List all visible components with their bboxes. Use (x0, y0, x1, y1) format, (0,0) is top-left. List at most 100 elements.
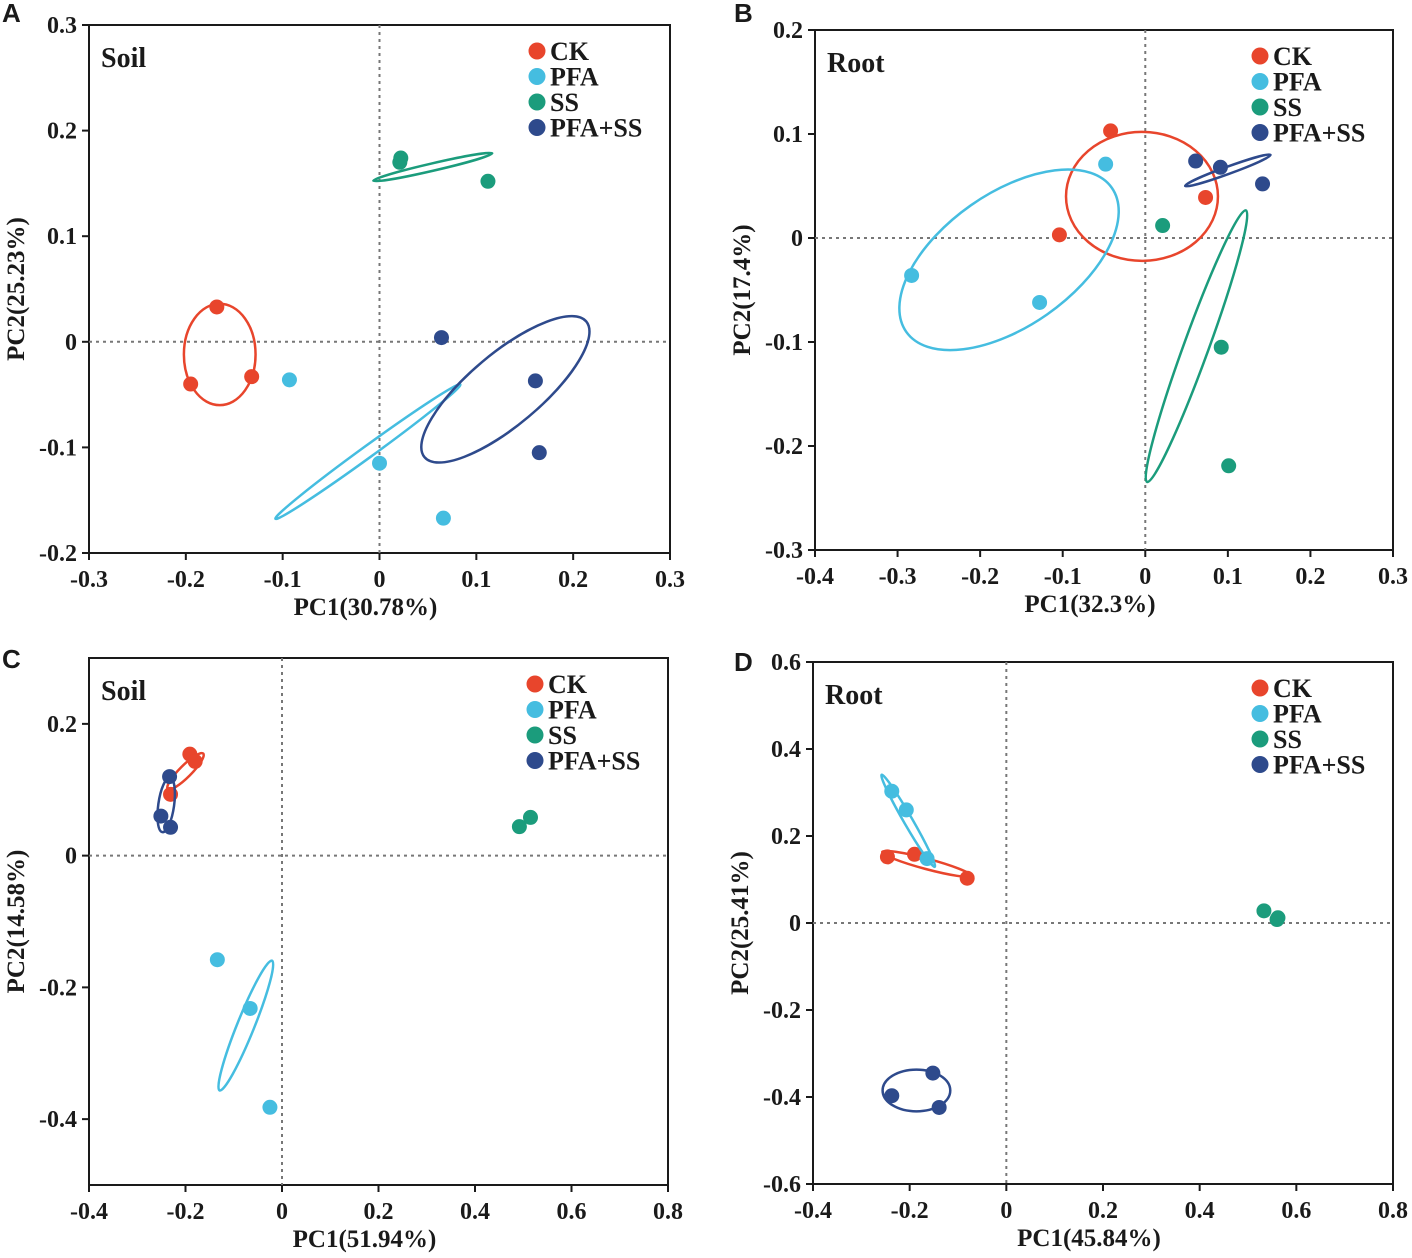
panel-title: Soil (101, 43, 146, 74)
legend-label: PFA (548, 696, 597, 725)
data-point (1032, 294, 1048, 310)
x-tick-label: -0.1 (264, 567, 302, 593)
data-point (1212, 159, 1228, 175)
data-point (209, 299, 225, 315)
legend-marker (1251, 47, 1269, 65)
legend-marker (1251, 679, 1269, 697)
data-point (1198, 189, 1214, 205)
series-pfa-plus-ss (420, 314, 591, 464)
panel-letter: D (734, 647, 753, 677)
legend-label: PFA (1273, 68, 1322, 97)
legend-label: CK (548, 670, 588, 699)
data-point (1051, 227, 1067, 243)
data-point (1188, 153, 1204, 169)
data-point (884, 783, 900, 799)
data-point (879, 849, 895, 865)
legend-label: SS (548, 721, 577, 750)
y-tick-label: 0 (65, 330, 77, 356)
x-tick-label: 0.2 (1295, 564, 1325, 590)
x-tick-label: 0.3 (1378, 564, 1408, 590)
y-tick-label: -0.4 (39, 1107, 77, 1133)
x-tick-label: 0.4 (460, 1199, 490, 1225)
data-point (183, 376, 199, 392)
x-axis-label: PC1(30.78%) (294, 594, 438, 621)
data-point (1213, 339, 1229, 355)
x-tick-label: 0.6 (1281, 1198, 1311, 1224)
y-tick-label: -0.2 (39, 975, 77, 1001)
confidence-ellipse (881, 1068, 952, 1113)
series-pfa-plus-ss (153, 769, 179, 835)
data-point (1221, 458, 1237, 474)
x-tick-label: -0.3 (879, 564, 917, 590)
series-ss (1256, 903, 1286, 928)
panel-title: Root (825, 680, 883, 711)
legend-marker (1251, 756, 1269, 773)
x-tick-label: -0.4 (794, 1198, 832, 1224)
legend-marker (526, 752, 544, 769)
series-ss (511, 809, 538, 835)
confidence-ellipse (274, 383, 462, 521)
panel-a: A-0.3 -0.2 -0.1 0 0.1 0.2 0.3-0.2-0.100.10.20.… (2, 0, 685, 621)
data-point (904, 267, 920, 283)
legend-label: PFA+SS (1273, 119, 1365, 148)
data-point (1098, 156, 1114, 172)
legend-marker (526, 726, 544, 744)
y-tick-label: -0.6 (763, 1172, 801, 1198)
legend-label: SS (1273, 725, 1302, 754)
y-tick-label: 0.2 (47, 119, 77, 145)
legend-marker (526, 675, 544, 693)
y-tick-label: 0.2 (773, 18, 803, 44)
series-ss (1144, 209, 1249, 484)
legend-label: PFA+SS (550, 114, 642, 143)
panel-letter: C (2, 644, 21, 674)
data-point (527, 373, 543, 389)
plot-frame (88, 657, 669, 1186)
x-tick-label: 0 (374, 567, 386, 593)
legend-marker (1251, 98, 1269, 116)
panel-letter: A (2, 0, 21, 28)
x-tick-label: -0.2 (167, 567, 205, 593)
y-tick-label: -0.4 (763, 1085, 801, 1111)
x-tick-label: 0.2 (1088, 1198, 1118, 1224)
panel-title: Soil (101, 676, 146, 707)
x-tick-label: 0.3 (655, 567, 685, 593)
confidence-ellipse (217, 959, 275, 1092)
plot-frame (814, 29, 1394, 551)
y-tick-label: 0 (65, 844, 77, 870)
data-point (392, 154, 408, 170)
series-pfa (880, 773, 937, 869)
data-point (244, 369, 260, 385)
data-point (959, 870, 975, 886)
y-tick-label: -0.2 (763, 998, 801, 1024)
y-tick-label: 0.2 (47, 712, 77, 738)
legend-label: PFA (1273, 700, 1322, 729)
data-point (262, 1099, 278, 1115)
x-tick-label: -0.2 (891, 1198, 929, 1224)
series-ck (1051, 123, 1220, 263)
series-pfa (209, 952, 278, 1115)
x-tick-label: 0.4 (1185, 1198, 1215, 1224)
y-tick-label: 0.4 (771, 737, 801, 763)
data-point (435, 510, 451, 526)
data-point (925, 1065, 941, 1081)
x-tick-label: 0.6 (557, 1199, 587, 1225)
panel-d: D-0.4 -0.2 0 0.2 0.4 0.6 0.8-0.6-0.4-0.200.20.… (727, 647, 1408, 1252)
data-point (531, 445, 547, 461)
data-point (433, 330, 449, 346)
legend-marker (1251, 705, 1269, 722)
legend-label: PFA+SS (548, 747, 640, 776)
x-tick-label: -0.4 (70, 1199, 108, 1225)
y-axis-label: PC2(14.58%) (3, 850, 30, 994)
data-point (480, 173, 496, 189)
data-point (163, 819, 179, 835)
panel-title: Root (827, 48, 885, 79)
x-axis-label: PC1(51.94%) (293, 1226, 437, 1253)
legend-label: SS (1273, 93, 1302, 122)
confidence-ellipse (880, 773, 937, 869)
series-pfa (898, 156, 1120, 352)
panel-letter: B (734, 0, 753, 28)
legend-label: CK (1273, 42, 1313, 71)
data-point (907, 846, 922, 862)
x-tick-label: 0.2 (558, 567, 588, 593)
